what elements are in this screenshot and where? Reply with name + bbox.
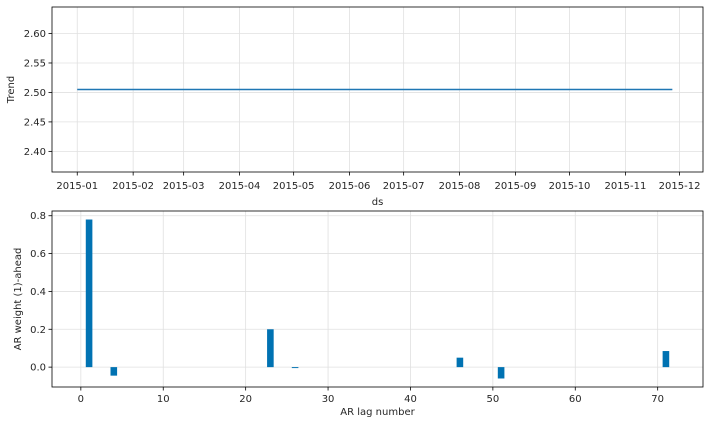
ar-y-axis-label: AR weight (1)-ahead bbox=[13, 248, 24, 351]
trend-panel: 2015-01 2015-02 2015-03 2015-04 2015-05 2015-… bbox=[6, 6, 704, 208]
trend-x-tick-label: 2015-08 bbox=[439, 181, 481, 192]
ar-weight-bar bbox=[456, 357, 464, 368]
ar-weight-bar bbox=[110, 367, 118, 376]
trend-y-axis-label: Trend bbox=[6, 76, 17, 104]
ar-gridlines bbox=[52, 211, 703, 387]
ar-y-ticks: 0.0 0.2 0.4 0.6 0.8 bbox=[30, 211, 52, 374]
trend-x-tick-label: 2015-07 bbox=[383, 181, 425, 192]
ar-x-tick-label: 50 bbox=[486, 394, 499, 405]
ar-weight-bar bbox=[291, 367, 299, 369]
ar-x-tick-label: 70 bbox=[651, 394, 664, 405]
ar-weight-bar bbox=[662, 351, 670, 368]
ar-y-tick-label: 0.2 bbox=[30, 325, 46, 336]
trend-y-tick-label: 2.45 bbox=[24, 117, 46, 128]
ar-axes-frame bbox=[51, 210, 704, 388]
trend-x-tick-label: 2015-04 bbox=[219, 181, 261, 192]
trend-x-ticks: 2015-01 2015-02 2015-03 2015-04 2015-05 2015-… bbox=[56, 172, 700, 192]
ar-weights-panel: 0 10 20 30 40 50 60 70 0.0 0.2 0.4 0.6 0.8 AR lag n… bbox=[13, 210, 704, 418]
ar-weight-bar bbox=[497, 367, 505, 379]
trend-y-ticks: 2.40 2.45 2.50 2.55 2.60 bbox=[24, 29, 52, 158]
trend-x-tick-label: 2015-03 bbox=[163, 181, 205, 192]
trend-x-tick-label: 2015-02 bbox=[112, 181, 154, 192]
trend-y-tick-label: 2.55 bbox=[24, 58, 46, 69]
ar-y-tick-label: 0.6 bbox=[30, 249, 46, 260]
trend-y-tick-label: 2.60 bbox=[24, 29, 46, 40]
ar-x-tick-label: 20 bbox=[239, 394, 252, 405]
ar-y-tick-label: 0.4 bbox=[30, 287, 46, 298]
ar-x-axis-label: AR lag number bbox=[340, 407, 415, 418]
trend-axes-frame bbox=[51, 6, 704, 173]
ar-weight-bar bbox=[85, 219, 93, 368]
trend-x-tick-label: 2015-11 bbox=[605, 181, 647, 192]
ar-x-tick-label: 60 bbox=[569, 394, 582, 405]
trend-y-tick-label: 2.50 bbox=[24, 88, 46, 99]
trend-x-tick-label: 2015-09 bbox=[495, 181, 537, 192]
trend-x-tick-label: 2015-06 bbox=[329, 181, 371, 192]
trend-x-axis-label: ds bbox=[372, 197, 384, 208]
ar-x-tick-label: 0 bbox=[78, 394, 84, 405]
ar-x-ticks: 0 10 20 30 40 50 60 70 bbox=[78, 387, 664, 405]
trend-x-tick-label: 2015-05 bbox=[273, 181, 315, 192]
trend-x-tick-label: 2015-01 bbox=[56, 181, 98, 192]
trend-x-tick-label: 2015-12 bbox=[659, 181, 701, 192]
ar-weight-bar bbox=[267, 329, 274, 368]
ar-x-tick-label: 30 bbox=[322, 394, 335, 405]
ar-y-tick-label: 0.0 bbox=[30, 363, 46, 374]
trend-gridlines bbox=[52, 7, 703, 172]
ar-x-tick-label: 10 bbox=[157, 394, 170, 405]
ar-bars bbox=[85, 219, 670, 379]
ar-x-tick-label: 40 bbox=[404, 394, 417, 405]
trend-x-tick-label: 2015-10 bbox=[549, 181, 591, 192]
trend-y-tick-label: 2.40 bbox=[24, 147, 46, 158]
ar-y-tick-label: 0.8 bbox=[30, 211, 46, 222]
